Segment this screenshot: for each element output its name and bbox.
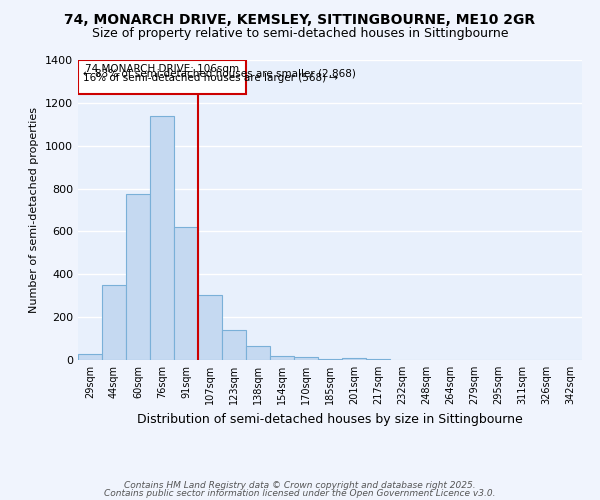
Text: ← 83% of semi-detached houses are smaller (2,868): ← 83% of semi-detached houses are smalle…: [83, 69, 356, 79]
Bar: [198, 294, 222, 360]
Bar: [78, 60, 246, 94]
Bar: [126, 194, 150, 360]
Text: Contains HM Land Registry data © Crown copyright and database right 2025.: Contains HM Land Registry data © Crown c…: [124, 481, 476, 490]
X-axis label: Distribution of semi-detached houses by size in Sittingbourne: Distribution of semi-detached houses by …: [137, 412, 523, 426]
Text: Size of property relative to semi-detached houses in Sittingbourne: Size of property relative to semi-detach…: [92, 28, 508, 40]
Bar: [342, 358, 366, 360]
Text: 74 MONARCH DRIVE: 106sqm: 74 MONARCH DRIVE: 106sqm: [85, 64, 239, 74]
Y-axis label: Number of semi-detached properties: Number of semi-detached properties: [29, 107, 40, 313]
Bar: [270, 356, 294, 360]
Bar: [366, 359, 390, 360]
Text: 74, MONARCH DRIVE, KEMSLEY, SITTINGBOURNE, ME10 2GR: 74, MONARCH DRIVE, KEMSLEY, SITTINGBOURN…: [64, 12, 536, 26]
Bar: [222, 330, 246, 360]
Text: Contains public sector information licensed under the Open Government Licence v3: Contains public sector information licen…: [104, 488, 496, 498]
Bar: [102, 285, 126, 360]
Bar: [246, 346, 270, 360]
Bar: [294, 357, 318, 360]
Text: 16% of semi-detached houses are larger (568) →: 16% of semi-detached houses are larger (…: [83, 74, 338, 84]
Bar: [150, 116, 174, 360]
Bar: [78, 354, 102, 360]
Bar: [318, 359, 342, 360]
Bar: [174, 227, 198, 360]
